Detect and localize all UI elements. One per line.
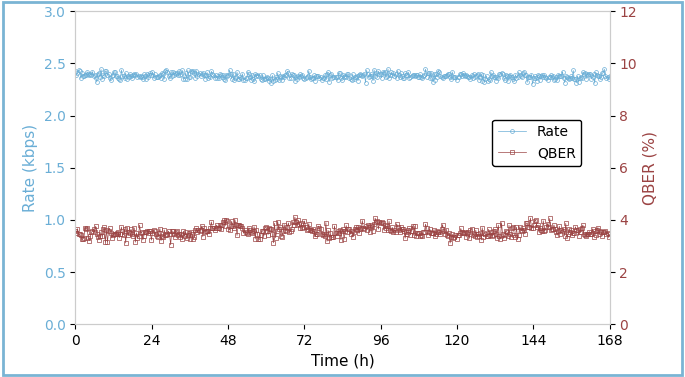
QBER — [330, 224, 338, 228]
Rate — [595, 74, 603, 78]
Rate — [390, 74, 399, 78]
QBER — [511, 234, 519, 239]
QBER — [327, 234, 336, 239]
Rate — [606, 74, 614, 78]
Rate — [510, 78, 519, 83]
Rate — [360, 72, 369, 77]
QBER — [391, 230, 399, 234]
QBER — [71, 229, 79, 234]
Y-axis label: Rate (kbps): Rate (kbps) — [23, 124, 38, 212]
Rate — [328, 76, 336, 80]
Rate — [325, 80, 333, 84]
Rate — [528, 82, 536, 86]
Line: Rate: Rate — [73, 67, 612, 86]
QBER — [290, 215, 299, 219]
Line: QBER: QBER — [73, 215, 612, 247]
Legend: Rate, QBER: Rate, QBER — [493, 120, 582, 166]
QBER — [166, 242, 175, 247]
Y-axis label: QBER (%): QBER (%) — [643, 131, 658, 205]
QBER — [606, 232, 614, 237]
Rate — [71, 69, 79, 74]
QBER — [362, 227, 371, 232]
QBER — [595, 232, 603, 236]
X-axis label: Time (h): Time (h) — [310, 354, 375, 368]
Rate — [384, 67, 392, 71]
